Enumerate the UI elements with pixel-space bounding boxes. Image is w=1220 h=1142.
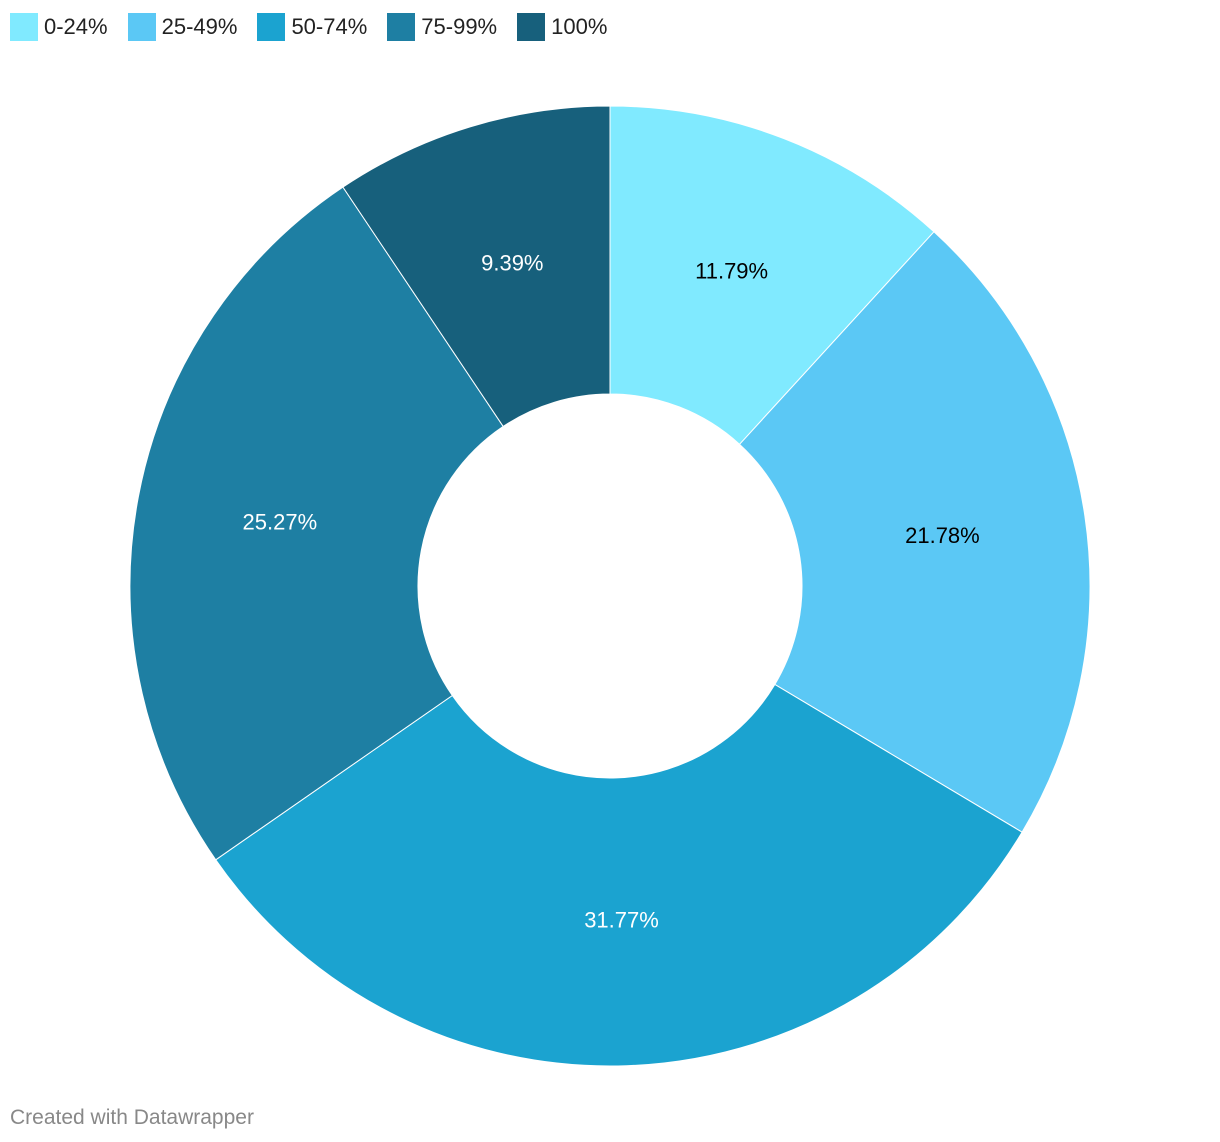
legend-label: 25-49% <box>161 14 238 39</box>
legend-swatch <box>127 13 156 41</box>
legend-swatch <box>387 13 416 41</box>
donut-slice <box>738 231 1091 833</box>
legend-label: 100% <box>551 14 608 39</box>
legend-item: 100% <box>517 13 607 41</box>
slice-value-label: 9.39% <box>481 250 543 275</box>
datawrapper-credit: Created with Datawrapper <box>10 1106 254 1129</box>
legend-swatch <box>10 13 38 41</box>
donut-slice <box>342 105 611 428</box>
slice-value-label: 11.79% <box>695 259 768 284</box>
legend-swatch <box>257 13 286 41</box>
donut-slice <box>129 186 504 861</box>
legend-swatch <box>517 13 546 41</box>
legend-label: 0-24% <box>44 14 108 39</box>
legend-label: 75-99% <box>421 14 498 39</box>
slice-value-label: 25.27% <box>243 509 318 534</box>
donut-slice <box>215 683 1023 1067</box>
legend-item: 75-99% <box>387 13 497 41</box>
legend-item: 0-24% <box>10 13 108 41</box>
slice-value-label: 21.78% <box>905 523 980 548</box>
slice-value-label: 31.77% <box>584 908 659 933</box>
legend-label: 50-74% <box>291 14 368 39</box>
chart-legend: 0-24% 25-49% 50-74% 75-99% 100% <box>10 12 607 42</box>
legend-item: 50-74% <box>257 13 367 41</box>
legend-item: 25-49% <box>127 13 238 41</box>
donut-slice <box>609 105 935 446</box>
